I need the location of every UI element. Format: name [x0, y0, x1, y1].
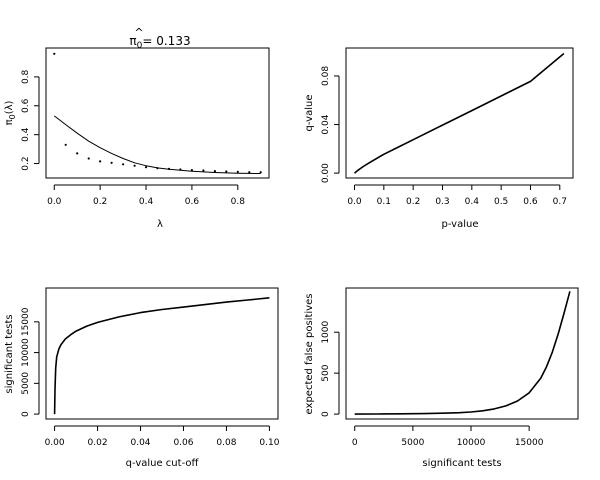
series-line — [354, 291, 571, 415]
data-point — [133, 164, 136, 167]
x-tick-label: 0.0 — [347, 197, 362, 207]
x-axis-label: significant tests — [422, 458, 501, 469]
x-tick-label: 0.2 — [93, 197, 107, 207]
x-tick-label: 0.5 — [494, 197, 508, 207]
y-tick-label: 0 — [21, 411, 31, 417]
plot-frame — [45, 287, 279, 420]
x-tick-label: 0.10 — [259, 438, 279, 448]
y-tick-label: 0.4 — [21, 127, 31, 142]
x-tick-label: 0.08 — [216, 438, 236, 448]
chart-expected-false-positives: 0 5000 10000 15000 0 500 1000 significant tes… — [304, 287, 579, 469]
y-tick-label: 0.2 — [21, 156, 31, 170]
x-tick-label: 0.6 — [523, 197, 538, 207]
data-point — [225, 170, 228, 173]
y-axis-label: significant tests — [4, 314, 15, 393]
y-tick-label: 1000 — [321, 320, 331, 343]
data-point — [87, 157, 90, 160]
chart-qvalue-vs-pvalue: 0.0 0.1 0.2 0.3 0.4 0.5 0.6 0.7 0.00 0.04 0.08 p-… — [304, 47, 574, 230]
title-hat: ^ — [134, 26, 143, 39]
title-value: = 0.133 — [142, 34, 190, 48]
y-axis: 0.00 0.04 0.08 — [321, 66, 340, 183]
plot-frame — [45, 47, 270, 179]
series-line — [53, 297, 270, 415]
x-tick-label: 0.00 — [45, 438, 65, 448]
data-layer — [354, 291, 571, 415]
chart-significant-tests: 0.00 0.02 0.04 0.06 0.08 0.10 0 5000 10000 15000… — [4, 287, 280, 469]
x-tick-label: 0.0 — [47, 197, 62, 207]
x-tick-label: 0.2 — [406, 197, 420, 207]
y-axis-label: q-value — [304, 94, 315, 131]
x-axis-label: q-value cut-off — [126, 458, 200, 469]
data-point — [53, 52, 56, 55]
y-tick-label: 0 — [321, 411, 331, 417]
series-line — [353, 52, 565, 174]
y-tick-label: 5000 — [21, 372, 31, 395]
data-point — [167, 167, 171, 170]
y-tick-label: 0.04 — [321, 114, 331, 134]
x-axis: 0.0 0.1 0.2 0.3 0.4 0.5 0.6 0.7 — [347, 184, 567, 207]
y-label-subscript: 0 — [8, 114, 17, 119]
x-tick-label: 0.04 — [130, 438, 150, 448]
title-symbol: π — [129, 34, 136, 48]
x-tick-label: 15000 — [515, 438, 544, 448]
y-tick-label: 0.6 — [21, 98, 31, 113]
x-tick-label: 0.4 — [465, 197, 480, 207]
x-axis: 0.00 0.02 0.04 0.06 0.08 0.10 — [45, 425, 280, 448]
x-tick-label: 0.8 — [231, 197, 246, 207]
data-point — [144, 166, 148, 169]
x-tick-label: 0.6 — [185, 197, 200, 207]
y-tick-label: 15000 — [21, 307, 31, 336]
data-point — [190, 169, 193, 172]
x-axis: 0.0 0.2 0.4 0.6 0.8 — [47, 184, 246, 207]
data-point — [122, 163, 125, 166]
y-axis: 0 500 1000 — [321, 320, 340, 417]
x-tick-label: 0.3 — [435, 197, 449, 207]
y-axis: 0 5000 10000 15000 — [21, 307, 40, 417]
x-tick-label: 0.4 — [139, 197, 154, 207]
y-label-symbol: π — [4, 119, 15, 125]
data-layer — [353, 52, 565, 174]
y-tick-label: 0.00 — [321, 163, 331, 183]
y-tick-label: 0.08 — [321, 66, 331, 86]
y-axis-label: π0(λ) — [4, 100, 17, 125]
x-tick-label: 0.02 — [88, 438, 108, 448]
x-tick-label: 0.1 — [377, 197, 391, 207]
y-tick-label: 10000 — [21, 338, 31, 367]
data-layer — [53, 297, 270, 415]
x-axis: 0 5000 10000 15000 — [352, 425, 544, 448]
data-point — [110, 161, 113, 164]
x-tick-label: 5000 — [401, 438, 424, 448]
plot-frame — [345, 287, 579, 420]
y-tick-label: 500 — [321, 364, 331, 381]
data-point — [202, 169, 205, 172]
plot-frame — [345, 47, 574, 179]
title-subscript: 0 — [137, 41, 143, 51]
data-point — [213, 170, 216, 173]
data-point — [179, 168, 182, 171]
y-axis-label: expected false positives — [304, 294, 315, 415]
x-tick-label: 10000 — [457, 438, 486, 448]
data-point — [99, 160, 102, 163]
chart-title: π0= 0.133 — [129, 34, 190, 51]
data-point — [156, 167, 159, 170]
data-layer — [53, 52, 262, 174]
x-tick-label: 0.7 — [553, 197, 567, 207]
x-tick-label: 0.06 — [173, 438, 193, 448]
data-point — [259, 171, 262, 174]
x-tick-label: 0 — [352, 438, 358, 448]
y-tick-label: 0.8 — [21, 69, 31, 84]
data-point — [248, 171, 251, 174]
x-axis-label: p-value — [441, 219, 478, 230]
data-point — [76, 152, 79, 155]
chart-pi0: 0.0 0.2 0.4 0.6 0.8 0.20.40.60.8 π0= 0.133 ^… — [4, 26, 270, 230]
y-axis: 0.2 0.4 0.6 0.8 — [21, 69, 40, 171]
smoother-line — [53, 115, 261, 174]
x-axis-label: λ — [157, 219, 163, 230]
data-point — [64, 143, 67, 146]
y-label-tail: (λ) — [4, 100, 15, 114]
data-point — [236, 170, 239, 173]
